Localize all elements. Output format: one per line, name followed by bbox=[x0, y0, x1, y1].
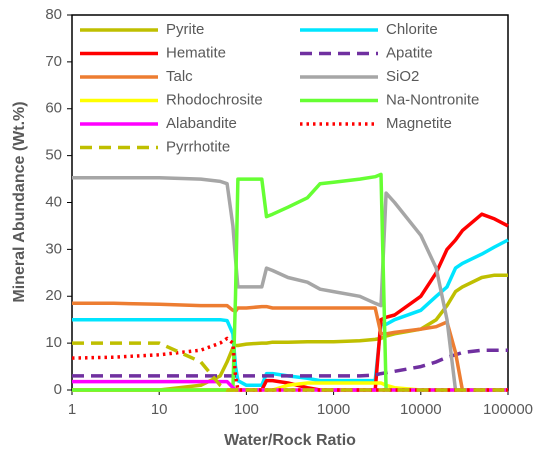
x-tick-label: 100 bbox=[234, 401, 259, 418]
y-axis-title: Mineral Abundance (Wt.%) bbox=[11, 101, 28, 302]
legend-label: Rhodochrosite bbox=[166, 91, 263, 108]
series-line bbox=[72, 348, 508, 378]
legend-label: Talc bbox=[166, 68, 193, 85]
x-tick-label: 1000 bbox=[317, 401, 350, 418]
series-line bbox=[71, 336, 508, 392]
plot-frame bbox=[71, 14, 509, 391]
y-tick-label: 60 bbox=[45, 100, 62, 117]
legend-label: Apatite bbox=[386, 44, 433, 61]
x-axis-title: Water/Rock Ratio bbox=[224, 432, 356, 449]
y-tick-label: 30 bbox=[45, 240, 62, 257]
legend-label: Pyrrhotite bbox=[166, 138, 230, 155]
legend-label: Magnetite bbox=[386, 115, 452, 132]
x-tick-label: 10 bbox=[151, 401, 168, 418]
y-tick-label: 20 bbox=[45, 287, 62, 304]
y-tick-label: 70 bbox=[45, 53, 62, 70]
legend-label: Chlorite bbox=[386, 21, 438, 38]
series-line bbox=[72, 273, 508, 392]
x-tick-label: 100000 bbox=[483, 401, 533, 418]
series-line bbox=[72, 175, 508, 392]
x-tick-label: 10000 bbox=[400, 401, 442, 418]
y-tick-label: 0 bbox=[54, 381, 62, 398]
series-line bbox=[72, 238, 509, 388]
x-tick-label: 1 bbox=[68, 401, 76, 418]
legend-label: Alabandite bbox=[166, 115, 237, 132]
y-tick-label: 80 bbox=[45, 6, 62, 23]
series-line bbox=[72, 341, 508, 392]
legend-label: Hematite bbox=[166, 44, 226, 61]
legend-label: SiO2 bbox=[386, 68, 419, 85]
y-tick-label: 40 bbox=[45, 193, 62, 210]
legend-label: Pyrite bbox=[166, 21, 204, 38]
legend-label: Na-Nontronite bbox=[386, 91, 479, 108]
y-tick-label: 50 bbox=[45, 147, 62, 164]
y-tick-label: 10 bbox=[45, 334, 62, 351]
